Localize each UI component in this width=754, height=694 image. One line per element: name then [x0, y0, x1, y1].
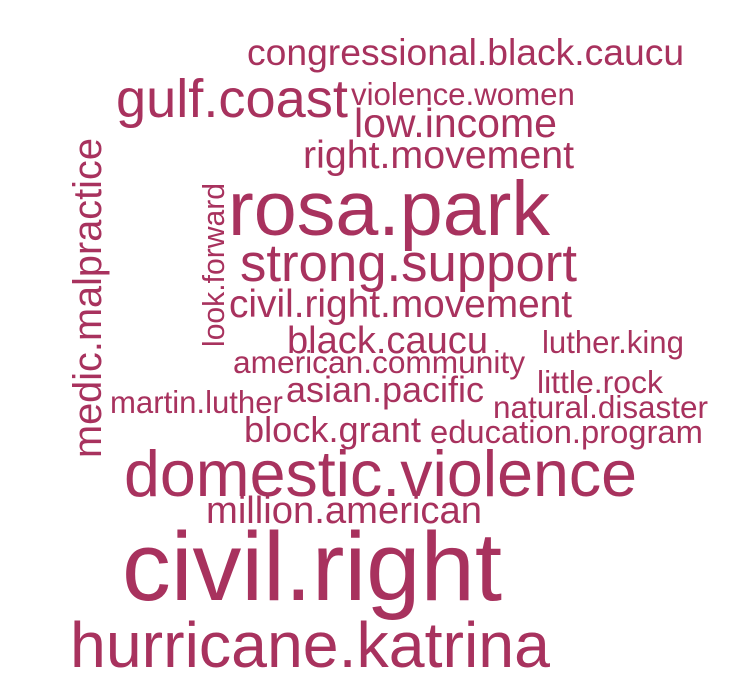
word-luther-king: luther.king: [542, 325, 684, 360]
word-hurricane-katrina: hurricane.katrina: [70, 609, 550, 681]
word-natural-disaster: natural.disaster: [493, 389, 708, 425]
word-right-movement: right.movement: [303, 133, 575, 177]
word-martin-luther: martin.luther: [110, 385, 283, 420]
word-strong-support: strong.support: [240, 233, 578, 293]
word-congressional-black-caucu: congressional.black.caucu: [247, 31, 685, 73]
word-block-grant: block.grant: [244, 409, 421, 450]
word-civil-right-movement: civil.right.movement: [229, 283, 573, 326]
word-education-program: education.program: [430, 413, 703, 450]
word-low-income: low.income: [354, 100, 557, 146]
word-look-forward: look.forward: [197, 183, 231, 347]
word-violence-women: violence.women: [351, 77, 575, 112]
word-million-american: million.american: [206, 488, 483, 532]
word-civil-right: civil.right: [122, 512, 502, 621]
word-rosa-park: rosa.park: [228, 165, 551, 252]
word-domestic-violence: domestic.violence: [124, 437, 638, 510]
word-asian-pacific: asian.pacific: [286, 368, 485, 410]
word-american-community: american.community: [233, 344, 526, 380]
word-gulf-coast: gulf.coast: [116, 69, 348, 129]
word-medic-malpractice: medic.malpractice: [66, 138, 110, 458]
word-little-rock: little.rock: [537, 363, 663, 400]
word-black-caucu: black.caucu: [287, 320, 488, 362]
